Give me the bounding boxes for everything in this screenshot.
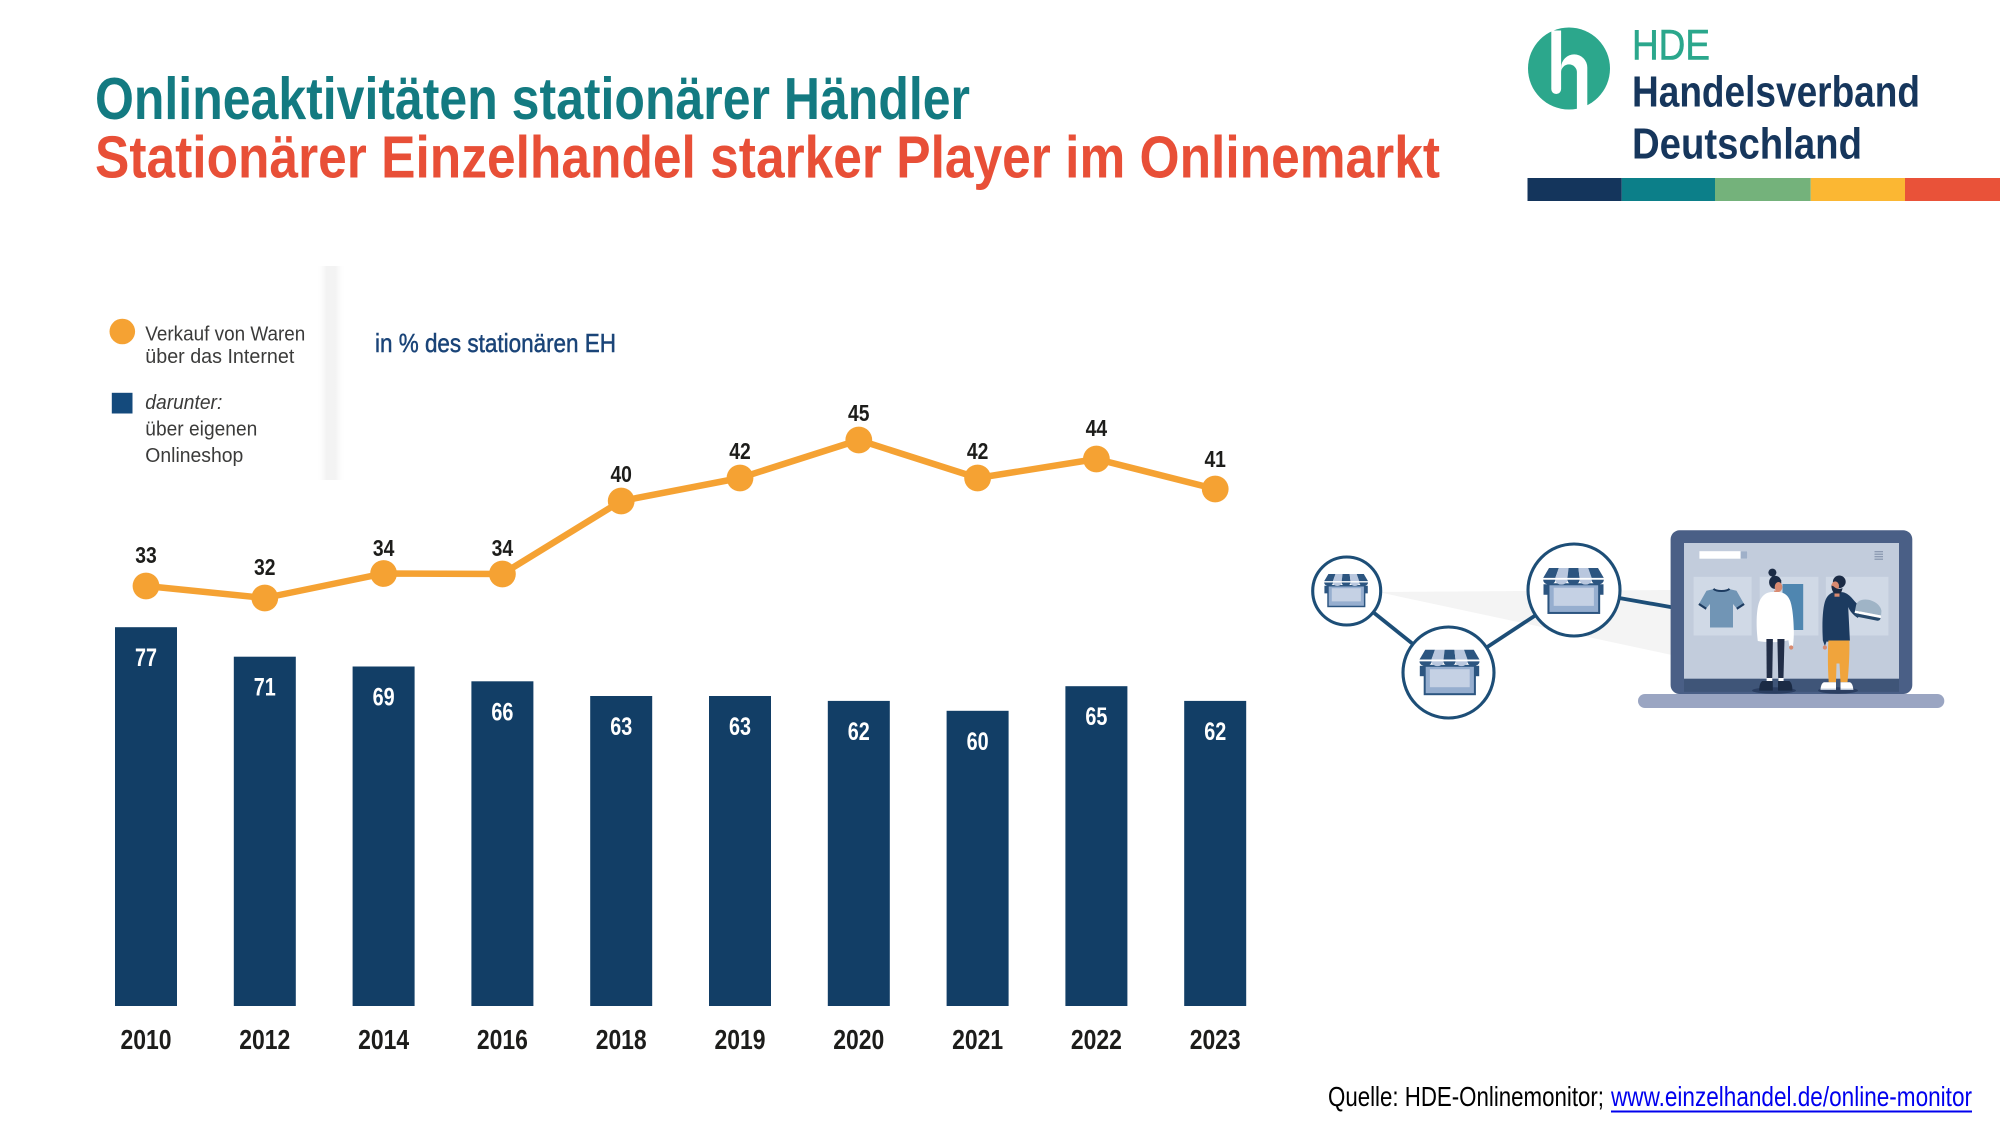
svg-text:2016: 2016 (477, 1024, 528, 1055)
svg-text:2010: 2010 (121, 1024, 172, 1055)
svg-text:62: 62 (1204, 718, 1226, 746)
svg-text:45: 45 (848, 400, 870, 426)
svg-text:40: 40 (610, 461, 632, 487)
svg-text:2014: 2014 (358, 1024, 409, 1055)
svg-text:2021: 2021 (952, 1024, 1003, 1055)
svg-text:34: 34 (373, 535, 395, 561)
svg-text:über das Internet: über das Internet (145, 346, 294, 368)
svg-text:71: 71 (254, 674, 276, 702)
svg-text:HDE: HDE (1632, 22, 1710, 70)
svg-text:66: 66 (491, 698, 513, 726)
svg-text:77: 77 (135, 644, 157, 672)
svg-text:69: 69 (373, 684, 395, 712)
svg-text:2022: 2022 (1071, 1024, 1122, 1055)
svg-text:Deutschland: Deutschland (1632, 120, 1862, 169)
svg-text:33: 33 (135, 542, 157, 568)
svg-text:2019: 2019 (715, 1024, 766, 1055)
svg-text:32: 32 (254, 554, 276, 580)
svg-text:65: 65 (1085, 703, 1107, 731)
svg-text:41: 41 (1204, 446, 1226, 472)
svg-text:darunter:: darunter: (145, 392, 222, 414)
svg-text:44: 44 (1086, 415, 1108, 441)
svg-text:Onlineaktivitäten stationärer: Onlineaktivitäten stationärer Händler (95, 66, 970, 132)
svg-text:www.einzelhandel.de/online-mon: www.einzelhandel.de/online-monitor (1610, 1081, 1972, 1112)
svg-text:Quelle: HDE-Onlinemonitor;: Quelle: HDE-Onlinemonitor; (1328, 1081, 1604, 1112)
svg-text:2012: 2012 (239, 1024, 290, 1055)
svg-text:63: 63 (610, 713, 632, 741)
svg-text:63: 63 (729, 713, 751, 741)
svg-text:60: 60 (967, 728, 989, 756)
svg-text:2023: 2023 (1190, 1024, 1241, 1055)
svg-text:2020: 2020 (833, 1024, 884, 1055)
svg-text:Verkauf von Waren: Verkauf von Waren (145, 324, 305, 346)
svg-text:42: 42 (967, 438, 989, 464)
svg-text:42: 42 (729, 438, 751, 464)
svg-text:Stationärer Einzelhandel stark: Stationärer Einzelhandel starker Player … (95, 125, 1440, 191)
svg-text:34: 34 (492, 535, 514, 561)
svg-text:2018: 2018 (596, 1024, 647, 1055)
svg-text:über eigenen: über eigenen (145, 419, 257, 441)
svg-text:Onlineshop: Onlineshop (145, 445, 243, 467)
svg-text:in % des stationären EH: in % des stationären EH (375, 328, 616, 358)
svg-text:62: 62 (848, 718, 870, 746)
svg-text:Handelsverband: Handelsverband (1632, 67, 1920, 116)
